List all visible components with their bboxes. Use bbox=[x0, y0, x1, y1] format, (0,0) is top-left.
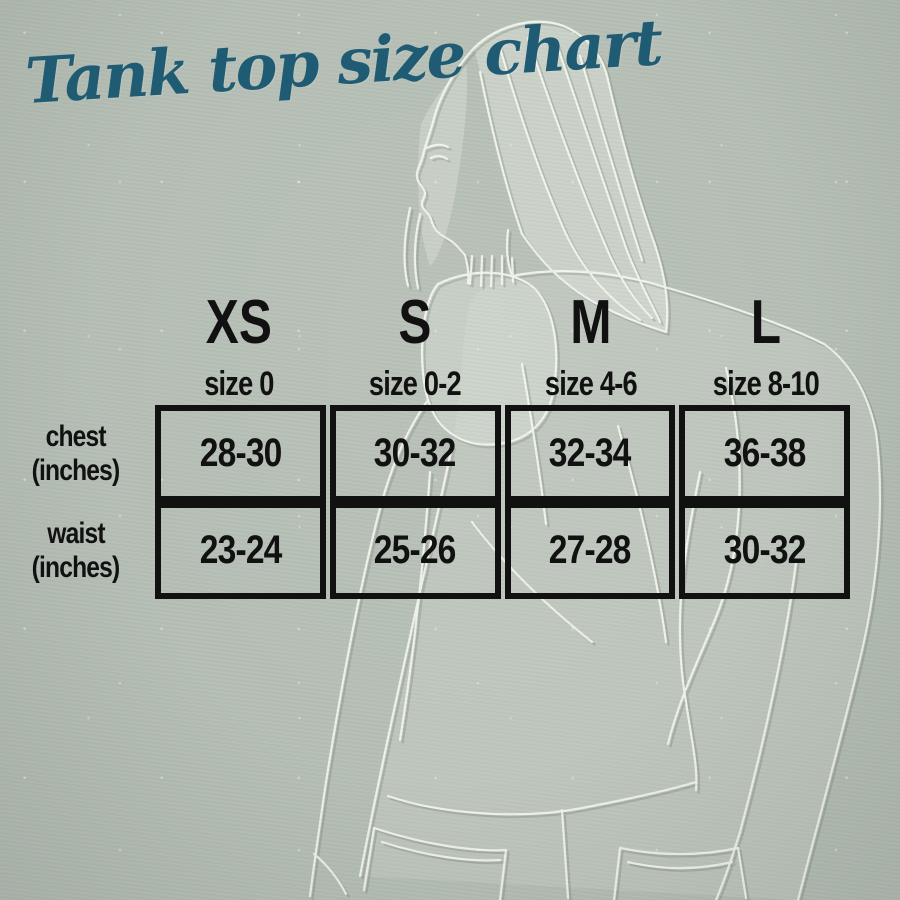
cell-chest-s: 30-32 bbox=[329, 405, 501, 502]
size-column-xs: XS size 0 bbox=[151, 288, 327, 403]
page-title: Tank top size chart bbox=[23, 5, 664, 118]
size-column-l: L size 8-10 bbox=[678, 288, 854, 403]
cell-waist-s: 25-26 bbox=[329, 502, 501, 599]
row-label-waist: waist (inches) bbox=[0, 502, 152, 599]
cell-waist-l-value: 30-32 bbox=[723, 528, 807, 572]
row-label-chest-name: chest bbox=[45, 419, 107, 453]
cell-chest-s-value: 30-32 bbox=[374, 431, 457, 475]
cell-waist-xs-value: 23-24 bbox=[199, 528, 283, 572]
row-label-waist-unit: (inches) bbox=[32, 550, 121, 584]
row-label-chest: chest (inches) bbox=[0, 405, 152, 502]
size-letter-m: M bbox=[569, 288, 612, 357]
cell-chest-l: 36-38 bbox=[679, 405, 850, 502]
size-sublabel-s: size 0-2 bbox=[368, 365, 462, 403]
size-header-row: XS size 0 S size 0-2 M size 4-6 L size 8… bbox=[151, 288, 854, 403]
row-label-waist-name: waist bbox=[47, 516, 105, 550]
cell-chest-xs-value: 28-30 bbox=[199, 431, 283, 475]
size-letter-xs: XS bbox=[205, 288, 272, 357]
measurements-table: 28-30 30-32 32-34 36-38 23-24 25-26 27-2… bbox=[151, 405, 854, 599]
cell-waist-xs: 23-24 bbox=[155, 502, 326, 599]
cell-chest-xs: 28-30 bbox=[155, 405, 326, 502]
cell-chest-l-value: 36-38 bbox=[723, 431, 807, 475]
cell-waist-m-value: 27-28 bbox=[549, 528, 632, 572]
cell-chest-m-value: 32-34 bbox=[549, 431, 632, 475]
size-column-s: S size 0-2 bbox=[327, 288, 503, 403]
cell-chest-m: 32-34 bbox=[504, 405, 676, 502]
size-sublabel-l: size 8-10 bbox=[713, 365, 820, 403]
size-sublabel-m: size 4-6 bbox=[544, 365, 637, 403]
cell-waist-s-value: 25-26 bbox=[374, 528, 457, 572]
size-letter-l: L bbox=[750, 288, 782, 357]
cell-waist-l: 30-32 bbox=[679, 502, 850, 599]
row-label-chest-unit: (inches) bbox=[32, 453, 121, 487]
size-column-m: M size 4-6 bbox=[503, 288, 679, 403]
table-row-waist: 23-24 25-26 27-28 30-32 bbox=[155, 502, 850, 599]
cell-waist-m: 27-28 bbox=[504, 502, 676, 599]
table-row-chest: 28-30 30-32 32-34 36-38 bbox=[155, 405, 850, 502]
size-sublabel-xs: size 0 bbox=[204, 365, 274, 403]
size-letter-s: S bbox=[398, 288, 432, 357]
